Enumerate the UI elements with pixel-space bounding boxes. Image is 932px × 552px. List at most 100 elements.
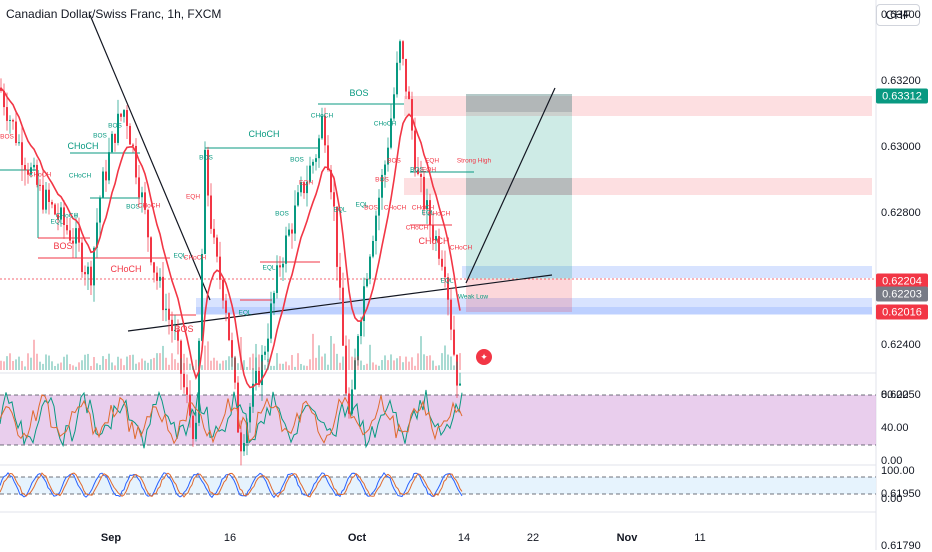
structure-label: CHoCH <box>28 171 52 179</box>
volume-bar <box>75 366 77 370</box>
candle-body <box>93 247 95 286</box>
candle-body <box>195 422 197 440</box>
volume-bar <box>150 359 152 370</box>
candle-body <box>354 360 356 390</box>
structure-label: EQL <box>50 218 64 226</box>
price-tag[interactable]: 0.62204 <box>876 273 928 289</box>
volume-bar <box>420 336 422 370</box>
candle-body <box>426 200 428 210</box>
volume-bar <box>342 356 344 370</box>
structure-label: CHoCH <box>411 204 435 212</box>
volume-bar <box>57 363 59 370</box>
candle-body <box>321 115 323 139</box>
volume-bar <box>447 354 449 370</box>
volume-bar <box>51 361 53 370</box>
candle-body <box>150 237 152 263</box>
structure-label: CHoCH <box>248 129 280 139</box>
volume-bar <box>357 356 359 370</box>
supply-zone <box>404 96 872 116</box>
candle-body <box>12 119 14 122</box>
volume-bar <box>12 360 14 370</box>
price-tag[interactable]: 0.62203 <box>876 286 928 302</box>
volume-bar <box>324 353 326 370</box>
candle-body <box>42 185 44 210</box>
volume-bar <box>132 354 134 370</box>
price-tag[interactable]: 0.63312 <box>876 88 928 104</box>
volume-bar <box>408 361 410 370</box>
canada-flag-icon[interactable]: ✦ <box>476 349 492 365</box>
volume-bar <box>417 353 419 370</box>
structure-label: EQH <box>421 166 437 174</box>
volume-bar <box>351 356 353 370</box>
candle-body <box>18 142 20 144</box>
volume-bar <box>168 364 170 370</box>
volume-bar <box>330 335 332 370</box>
volume-bar <box>21 360 23 370</box>
currency-button[interactable]: CHF <box>876 4 920 26</box>
structure-label: CHoCH <box>449 244 473 252</box>
candle-body <box>324 115 326 146</box>
candle-body <box>270 303 272 339</box>
volume-bar <box>297 353 299 370</box>
candle-body <box>87 266 89 275</box>
volume-bar <box>228 356 230 370</box>
volume-bar <box>267 358 269 370</box>
volume-bar <box>33 339 35 370</box>
volume-bar <box>399 356 401 370</box>
volume-bar <box>369 344 371 370</box>
candle-body <box>363 286 365 322</box>
candle-body <box>66 225 68 231</box>
candle-body <box>51 202 53 205</box>
volume-bar <box>339 362 341 370</box>
volume-bar <box>456 361 458 370</box>
candle-body <box>441 258 443 267</box>
volume-bar <box>231 356 233 370</box>
demand-zone <box>462 266 872 278</box>
candle-body <box>75 228 77 244</box>
volume-bar <box>6 356 8 370</box>
volume-bar <box>303 365 305 370</box>
symbol-title[interactable]: Canadian Dollar/Swiss Franc, 1h, FXCM <box>6 7 222 21</box>
time-tick-label: 16 <box>223 532 237 544</box>
time-tick-label: 22 <box>526 532 540 544</box>
structure-label: EQH <box>185 193 201 201</box>
candle-body <box>399 41 401 63</box>
volume-bar <box>240 337 242 370</box>
volume-bar <box>432 360 434 370</box>
price-tag[interactable]: 0.62016 <box>876 304 928 320</box>
candle-body <box>15 121 17 143</box>
candle-body <box>450 299 452 330</box>
volume-bar <box>117 356 119 370</box>
volume-bar <box>450 356 452 370</box>
candle-body <box>3 90 5 108</box>
price-tick-label: 0.63200 <box>881 75 921 87</box>
structure-label: BOS <box>387 157 401 165</box>
position-header <box>466 94 572 112</box>
candle-body <box>330 169 332 193</box>
time-tick-label: Sep <box>100 532 122 544</box>
volume-bar <box>234 356 236 370</box>
candle-body <box>408 91 410 100</box>
candle-body <box>186 387 188 395</box>
volume-bar <box>90 365 92 370</box>
price-tick-label: 0.62250 <box>881 388 921 401</box>
structure-label: EQL <box>238 309 252 317</box>
time-tick-label: Nov <box>616 532 638 544</box>
volume-bar <box>411 357 413 370</box>
candle-body <box>246 422 248 443</box>
candle-body <box>135 145 137 178</box>
structure-label: CHoCH <box>137 202 161 210</box>
volume-bar <box>9 353 11 370</box>
structure-label: EQL <box>421 209 435 217</box>
demand-zone <box>196 307 872 315</box>
volume-bar <box>384 355 386 370</box>
volume-bar <box>426 355 428 370</box>
candle-body <box>234 357 236 383</box>
candle-body <box>168 308 170 320</box>
structure-label: CHoCH <box>427 210 451 218</box>
volume-bar <box>363 365 365 370</box>
trend-line <box>465 87 556 284</box>
structure-label: BOS <box>410 166 424 174</box>
